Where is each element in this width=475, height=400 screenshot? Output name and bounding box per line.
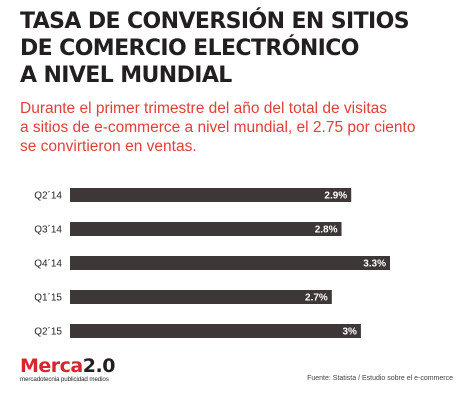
category-label: Q3´14 [34,224,62,236]
title-line: A NIVEL MUNDIAL [20,63,232,88]
category-label: Q2´14 [34,190,62,202]
logo-wordmark: Merca2.0 [20,356,140,376]
value-label: 2.9% [324,191,347,202]
value-label: 2.8% [315,225,338,236]
value-label: 2.7% [305,293,328,304]
logo-part2: 2.0 [82,355,116,377]
bar [70,256,390,270]
title-line: TASA DE CONVERSIÓN EN SITIOS [20,9,410,34]
chart-subtitle: Durante el primer trimestre del año del … [20,99,460,156]
value-label: 3.3% [363,259,386,270]
title-line: DE COMERCIO ELECTRÓNICO [20,36,359,61]
bar [70,290,332,304]
logo-tagline: mercadotecnia publicidad medios [20,376,109,383]
value-label: 3% [342,327,357,338]
bar [70,324,361,338]
logo-part1: Merca [20,355,83,377]
bar [70,188,352,202]
bar-chart: Q2´14 2.9% Q3´14 2.8% Q4´14 3.3% Q1´15 2.7% Q2´1… [34,188,390,338]
subtitle-line: a sitios de e-commerce a nivel mundial, … [20,119,416,136]
category-label: Q4´14 [34,258,62,270]
category-label: Q2´15 [34,326,62,338]
chart-title: TASA DE CONVERSIÓN EN SITIOS DE COMERCIO… [20,8,460,89]
subtitle-line: se convirtieron en ventas. [20,138,197,155]
bar [70,222,342,236]
source-note: Fuente: Statista / Estudio sobre el e-co… [307,375,453,382]
category-label: Q1´15 [34,292,62,304]
merca20-logo: Merca2.0 mercadotecnia publicidad medios [20,356,140,392]
subtitle-line: Durante el primer trimestre del año del … [20,100,387,117]
